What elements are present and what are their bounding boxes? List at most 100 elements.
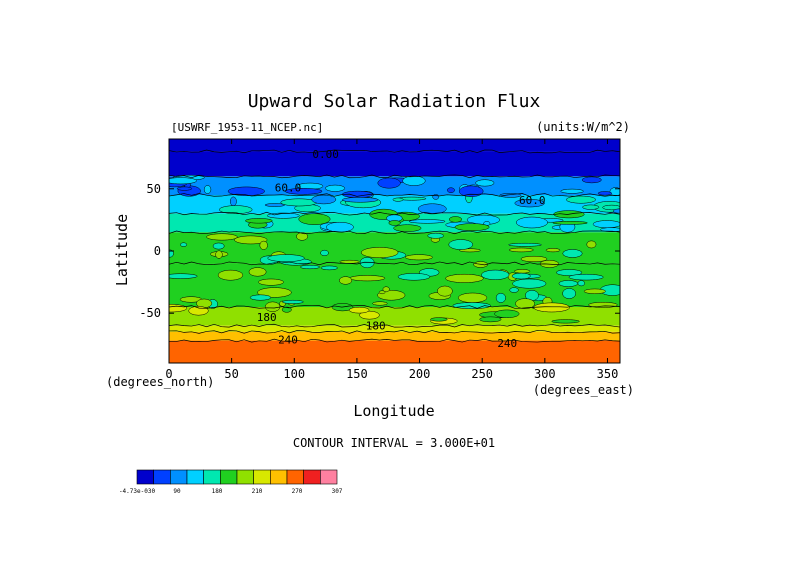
texture-patch: [349, 275, 386, 282]
colorbar-tick-label: 180: [212, 488, 223, 495]
colorbar-swatch: [320, 469, 338, 485]
texture-patch: [203, 185, 212, 194]
texture-patch: [320, 265, 338, 271]
texture-patch: [448, 239, 474, 250]
texture-patch: [609, 187, 620, 197]
contour-line: [169, 338, 620, 343]
texture-patch: [227, 186, 265, 196]
texture-patch: [388, 220, 401, 226]
texture-patch: [613, 208, 620, 214]
texture-patch: [219, 205, 253, 214]
contour-line: [169, 174, 620, 179]
texture-patch: [600, 227, 620, 232]
file-label: [USWRF_1953-11_NCEP.nc]: [171, 121, 323, 134]
heatmap-texture: [169, 149, 620, 343]
texture-patch: [245, 218, 273, 224]
texture-patch: [515, 298, 535, 309]
colorbar-tick-label: 90: [173, 488, 181, 495]
contour-label: 180: [257, 311, 277, 324]
texture-patch: [176, 186, 193, 191]
contour-line: [169, 211, 620, 216]
texture-patch: [581, 176, 602, 184]
x-axis-title: Longitude: [353, 402, 434, 420]
band-0: [169, 139, 620, 152]
texture-patch: [258, 278, 284, 286]
y-tick-label: 50: [147, 182, 161, 196]
texture-patch: [169, 273, 198, 279]
x-tick-label: 100: [283, 367, 305, 381]
texture-patch: [296, 232, 309, 241]
texture-patch: [447, 187, 455, 193]
y-unit-label: (degrees_north): [106, 375, 214, 389]
texture-patch: [259, 240, 268, 250]
colorbar-swatch: [136, 469, 154, 485]
texture-patch: [545, 248, 561, 253]
texture-patch: [586, 240, 597, 249]
band-6: [169, 263, 620, 307]
texture-patch: [508, 247, 534, 253]
texture-patch: [377, 177, 401, 189]
contour-label: 240: [497, 337, 517, 350]
colorbar-swatch: [270, 469, 288, 485]
contour-label: 0.00: [312, 148, 339, 161]
texture-patch: [568, 273, 604, 281]
texture-patch: [448, 216, 462, 223]
texture-patch: [417, 203, 447, 215]
plot-area: [169, 139, 620, 363]
texture-patch: [206, 233, 238, 241]
texture-patch: [212, 242, 225, 250]
colorbar-swatch: [253, 469, 271, 485]
texture-patch: [320, 249, 329, 257]
texture-patch: [393, 224, 422, 232]
texture-patch: [515, 216, 548, 229]
texture-patch: [264, 203, 285, 207]
texture-patch: [475, 179, 495, 187]
texture-patch: [508, 242, 542, 247]
texture-patch: [514, 199, 545, 208]
texture-patch: [285, 188, 323, 195]
texture-patch: [249, 294, 272, 301]
texture-patch: [560, 188, 584, 194]
colorbar-tick-label: 210: [252, 488, 263, 495]
chart-title: Upward Solar Radiation Flux: [248, 91, 541, 112]
texture-patch: [430, 317, 448, 322]
texture-patch: [299, 264, 320, 270]
texture-patch: [359, 310, 380, 320]
texture-patch: [520, 255, 548, 263]
x-axis-ticks: 0 50 100 150 200 250 300 350: [165, 139, 618, 381]
contour-interval-note: CONTOUR INTERVAL = 3.000E+01: [293, 436, 495, 450]
colorbar-swatch: [203, 469, 221, 485]
texture-patch: [169, 249, 174, 258]
texture-patch: [582, 204, 600, 210]
texture-patch: [583, 288, 606, 294]
texture-patch: [552, 221, 588, 225]
band-8: [169, 325, 620, 332]
band-10: [169, 340, 620, 363]
colorbar-tick-label: 270: [292, 488, 303, 495]
texture-patch: [495, 292, 506, 303]
texture-patch: [602, 204, 620, 211]
contour-line: [169, 230, 620, 235]
x-tick-label: 250: [471, 367, 493, 381]
texture-patch: [566, 195, 596, 204]
contour-label: 240: [278, 333, 298, 346]
texture-patch: [511, 272, 531, 280]
texture-patch: [325, 184, 346, 192]
texture-patch: [458, 185, 484, 197]
colorbar-swatch: [236, 469, 254, 485]
band-9: [169, 331, 620, 341]
texture-patch: [479, 316, 502, 323]
texture-patch: [481, 269, 510, 280]
texture-patch: [311, 194, 337, 205]
texture-patch: [230, 196, 237, 207]
texture-patch: [514, 269, 531, 274]
colorbar-swatch: [220, 469, 238, 485]
texture-patch: [378, 290, 386, 295]
colorbar-swatch: [303, 469, 321, 485]
texture-patch: [372, 301, 388, 306]
x-tick-label: 350: [597, 367, 619, 381]
contour-label: 180: [366, 320, 386, 333]
texture-patch: [427, 232, 444, 239]
